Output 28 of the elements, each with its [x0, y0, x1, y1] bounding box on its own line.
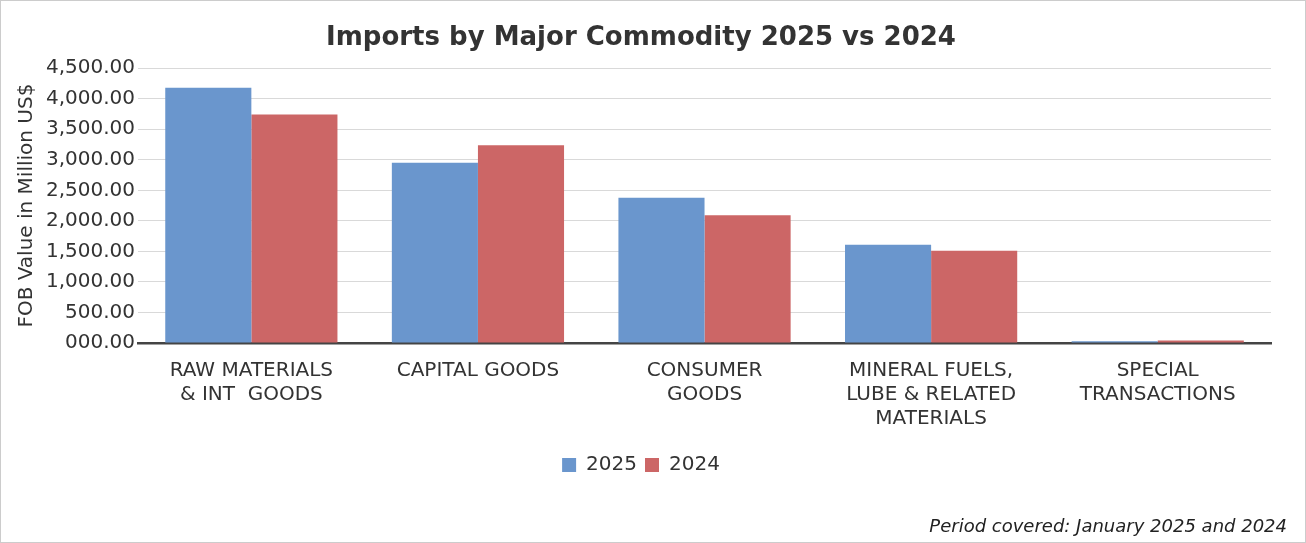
bar	[251, 114, 338, 343]
x-tick-label: SPECIAL TRANSACTIONS	[1078, 357, 1236, 406]
y-tick-label: 4,500.00	[46, 54, 136, 79]
bar	[165, 87, 252, 343]
legend-label: 2025	[586, 451, 638, 476]
bar	[931, 250, 1018, 343]
y-tick-label: 1,500.00	[46, 237, 136, 262]
y-axis-title: FOB Value in Million US$	[13, 83, 38, 328]
bar	[391, 162, 478, 343]
x-tick-label: RAW MATERIALS & INT GOODS	[169, 357, 334, 406]
y-tick-label: 000.00	[65, 329, 136, 354]
bar	[704, 215, 791, 343]
bar	[477, 145, 565, 343]
x-tick-label: CAPITAL GOODS	[396, 357, 560, 382]
y-tick-label: 500.00	[65, 298, 136, 323]
x-tick-label: CONSUMER GOODS	[646, 357, 763, 406]
y-tick-label: 4,000.00	[46, 84, 136, 109]
y-tick-label: 3,500.00	[46, 115, 136, 140]
y-tick-label: 2,000.00	[46, 207, 136, 232]
bar	[845, 244, 932, 343]
legend-label: 2024	[669, 451, 720, 476]
x-tick-label: MINERAL FUELS, LUBE & RELATED MATERIALS	[846, 357, 1017, 430]
y-tick-label: 3,000.00	[46, 146, 136, 170]
y-tick-label: 2,500.00	[46, 176, 136, 201]
chart-title: Imports by Major Commodity 2025 vs 2024	[326, 21, 956, 52]
text: Period covered: January 2025 and 2024	[929, 515, 1287, 536]
bar	[618, 197, 705, 343]
y-tick-label: 1,000.00	[46, 268, 136, 293]
